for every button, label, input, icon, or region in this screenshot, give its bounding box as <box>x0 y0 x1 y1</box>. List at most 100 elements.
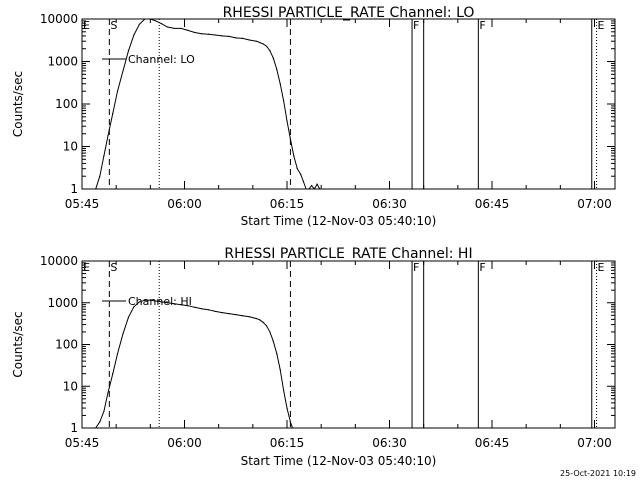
x-tick-label: 05:45 <box>65 197 100 211</box>
data-point <box>160 22 162 25</box>
data-point <box>228 312 230 315</box>
data-point <box>122 70 124 72</box>
y-tick-label: 1000 <box>47 296 78 310</box>
legend-label: Channel: LO <box>128 53 195 66</box>
data-point <box>99 421 101 423</box>
data-point <box>262 321 264 323</box>
data-point <box>248 316 251 318</box>
legend-label: Channel: HI <box>128 295 192 308</box>
data-point <box>180 27 182 30</box>
y-tick-label: 10000 <box>40 254 78 268</box>
data-point <box>241 315 244 317</box>
event-marker-label: E <box>598 261 605 274</box>
data-point <box>138 23 140 25</box>
data-point <box>259 41 261 44</box>
data-point <box>214 310 216 313</box>
data-point <box>112 112 114 115</box>
data-point <box>269 50 271 52</box>
data-point <box>194 31 196 34</box>
data-point <box>259 319 261 321</box>
data-point <box>289 421 292 423</box>
data-point <box>187 305 189 307</box>
x-tick-label: 06:00 <box>167 436 202 450</box>
x-tick-label: 06:15 <box>270 436 305 450</box>
data-point <box>248 39 251 41</box>
data-point <box>207 33 210 35</box>
x-tick-label: 06:45 <box>475 436 510 450</box>
data-point <box>279 83 281 85</box>
y-tick-label: 1 <box>70 182 78 196</box>
data-point <box>127 50 130 52</box>
data-point <box>296 168 298 170</box>
data-point <box>95 188 97 189</box>
data-point <box>302 180 304 183</box>
data-point <box>293 155 295 157</box>
data-point <box>194 306 196 308</box>
data-point <box>265 45 268 47</box>
x-axis-label: Start Time (12-Nov-03 05:40:10) <box>241 214 437 228</box>
data-point <box>155 20 157 22</box>
data-point <box>235 37 237 39</box>
data-point <box>255 317 257 320</box>
data-point <box>286 407 288 409</box>
data-point <box>221 312 223 314</box>
data-point <box>133 34 135 36</box>
data-point <box>133 306 135 308</box>
event-marker-label: F <box>413 19 419 32</box>
data-point <box>99 175 101 177</box>
data-point <box>282 389 285 391</box>
x-tick-label: 06:30 <box>372 436 407 450</box>
event-marker-label: F <box>413 261 419 274</box>
data-point <box>311 185 313 187</box>
data-point <box>95 427 97 428</box>
event-marker-label: E <box>83 261 90 274</box>
data-point <box>200 33 203 35</box>
data-point <box>144 299 146 301</box>
data-point <box>149 19 151 20</box>
data-point <box>235 314 237 316</box>
event-marker-label: S <box>110 19 117 32</box>
data-point <box>313 188 315 189</box>
x-tick-label: 06:30 <box>372 197 407 211</box>
data-point <box>160 301 162 303</box>
data-series-line <box>95 19 321 189</box>
chart-title: RHESSI PARTICLE_RATE Channel: LO <box>223 5 475 21</box>
plot-frame <box>81 260 616 429</box>
x-tick-label: 07:00 <box>577 197 612 211</box>
data-point <box>149 299 151 301</box>
event-marker-label: F <box>479 261 485 274</box>
chart-title: RHESSI PARTICLE_RATE Channel: HI <box>224 246 472 262</box>
data-point <box>305 188 307 189</box>
data-point <box>138 301 140 303</box>
data-point <box>103 155 105 157</box>
data-point <box>300 173 302 176</box>
x-axis-label: Start Time (12-Nov-03 05:40:10) <box>241 454 437 468</box>
data-point <box>282 100 285 102</box>
data-point <box>286 120 288 122</box>
data-point <box>187 29 189 31</box>
x-tick-label: 05:45 <box>65 436 100 450</box>
y-axis-label: Counts/sec <box>11 311 25 377</box>
data-point <box>127 316 130 318</box>
data-point <box>173 303 175 305</box>
data-point <box>255 40 257 42</box>
event-marker-label: E <box>83 19 90 32</box>
y-tick-label: 10 <box>63 379 78 393</box>
data-point <box>269 331 271 333</box>
x-tick-label: 06:00 <box>167 197 202 211</box>
data-point <box>262 43 264 45</box>
y-tick-label: 10000 <box>40 12 78 26</box>
data-point <box>214 34 216 36</box>
data-point <box>166 302 169 304</box>
x-tick-label: 06:15 <box>270 197 305 211</box>
data-point <box>112 373 114 375</box>
data-point <box>276 68 278 71</box>
plot-area <box>95 19 598 189</box>
y-tick-label: 1 <box>70 421 78 435</box>
data-point <box>272 340 274 342</box>
data-point <box>155 300 157 302</box>
chart-panel-1: RHESSI PARTICLE_RATE Channel: LO 1 10 100 10… <box>11 5 616 228</box>
data-point <box>103 410 105 412</box>
y-tick-label: 1000 <box>47 55 78 69</box>
